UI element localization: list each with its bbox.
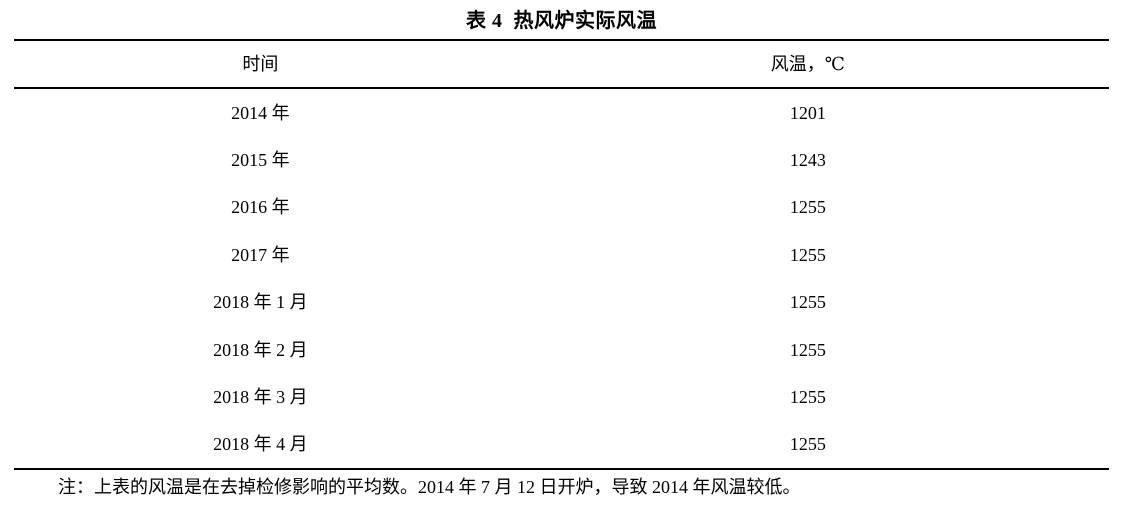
temperature-cell: 1255 <box>789 434 826 455</box>
table-body: 2014 年 1201 2015 年 1243 2016 年 1255 2017… <box>14 89 1109 471</box>
table-row: 2017 年 1255 <box>14 231 1109 278</box>
temperature-cell: 1255 <box>789 244 826 265</box>
table-row: 2014 年 1201 <box>14 89 1109 136</box>
time-cell: 2017 年 <box>231 244 290 265</box>
table-row: 2016 年 1255 <box>14 184 1109 231</box>
data-table: 时间 风温，℃ 2014 年 1201 2015 年 1243 2016 年 1… <box>14 39 1109 471</box>
table-title: 表 4 热风炉实际风温 <box>466 10 657 32</box>
temperature-cell: 1201 <box>789 102 826 123</box>
time-cell: 2014 年 <box>231 102 290 123</box>
column-header-temperature: 风温，℃ <box>770 54 845 74</box>
temperature-cell: 1255 <box>789 387 826 408</box>
temperature-cell: 1243 <box>789 150 826 171</box>
table-row: 2018 年 4 月 1255 <box>14 421 1109 468</box>
time-cell: 2018 年 3 月 <box>213 387 308 408</box>
temperature-cell: 1255 <box>789 197 826 218</box>
table-row: 2015 年 1243 <box>14 136 1109 183</box>
time-cell: 2018 年 1 月 <box>213 292 308 313</box>
column-header-time: 时间 <box>242 54 279 74</box>
temperature-cell: 1255 <box>789 339 826 360</box>
table-header-row: 时间 风温，℃ <box>14 41 1109 89</box>
time-cell: 2018 年 2 月 <box>213 339 308 360</box>
table-row: 2018 年 2 月 1255 <box>14 326 1109 373</box>
time-cell: 2015 年 <box>231 150 290 171</box>
table-row: 2018 年 1 月 1255 <box>14 279 1109 326</box>
temperature-cell: 1255 <box>789 292 826 313</box>
time-cell: 2018 年 4 月 <box>213 434 308 455</box>
table-footnote: 注：上表的风温是在去掉检修影响的平均数。2014 年 7 月 12 日开炉，导致… <box>58 477 801 497</box>
time-cell: 2016 年 <box>231 197 290 218</box>
table-row: 2018 年 3 月 1255 <box>14 373 1109 420</box>
